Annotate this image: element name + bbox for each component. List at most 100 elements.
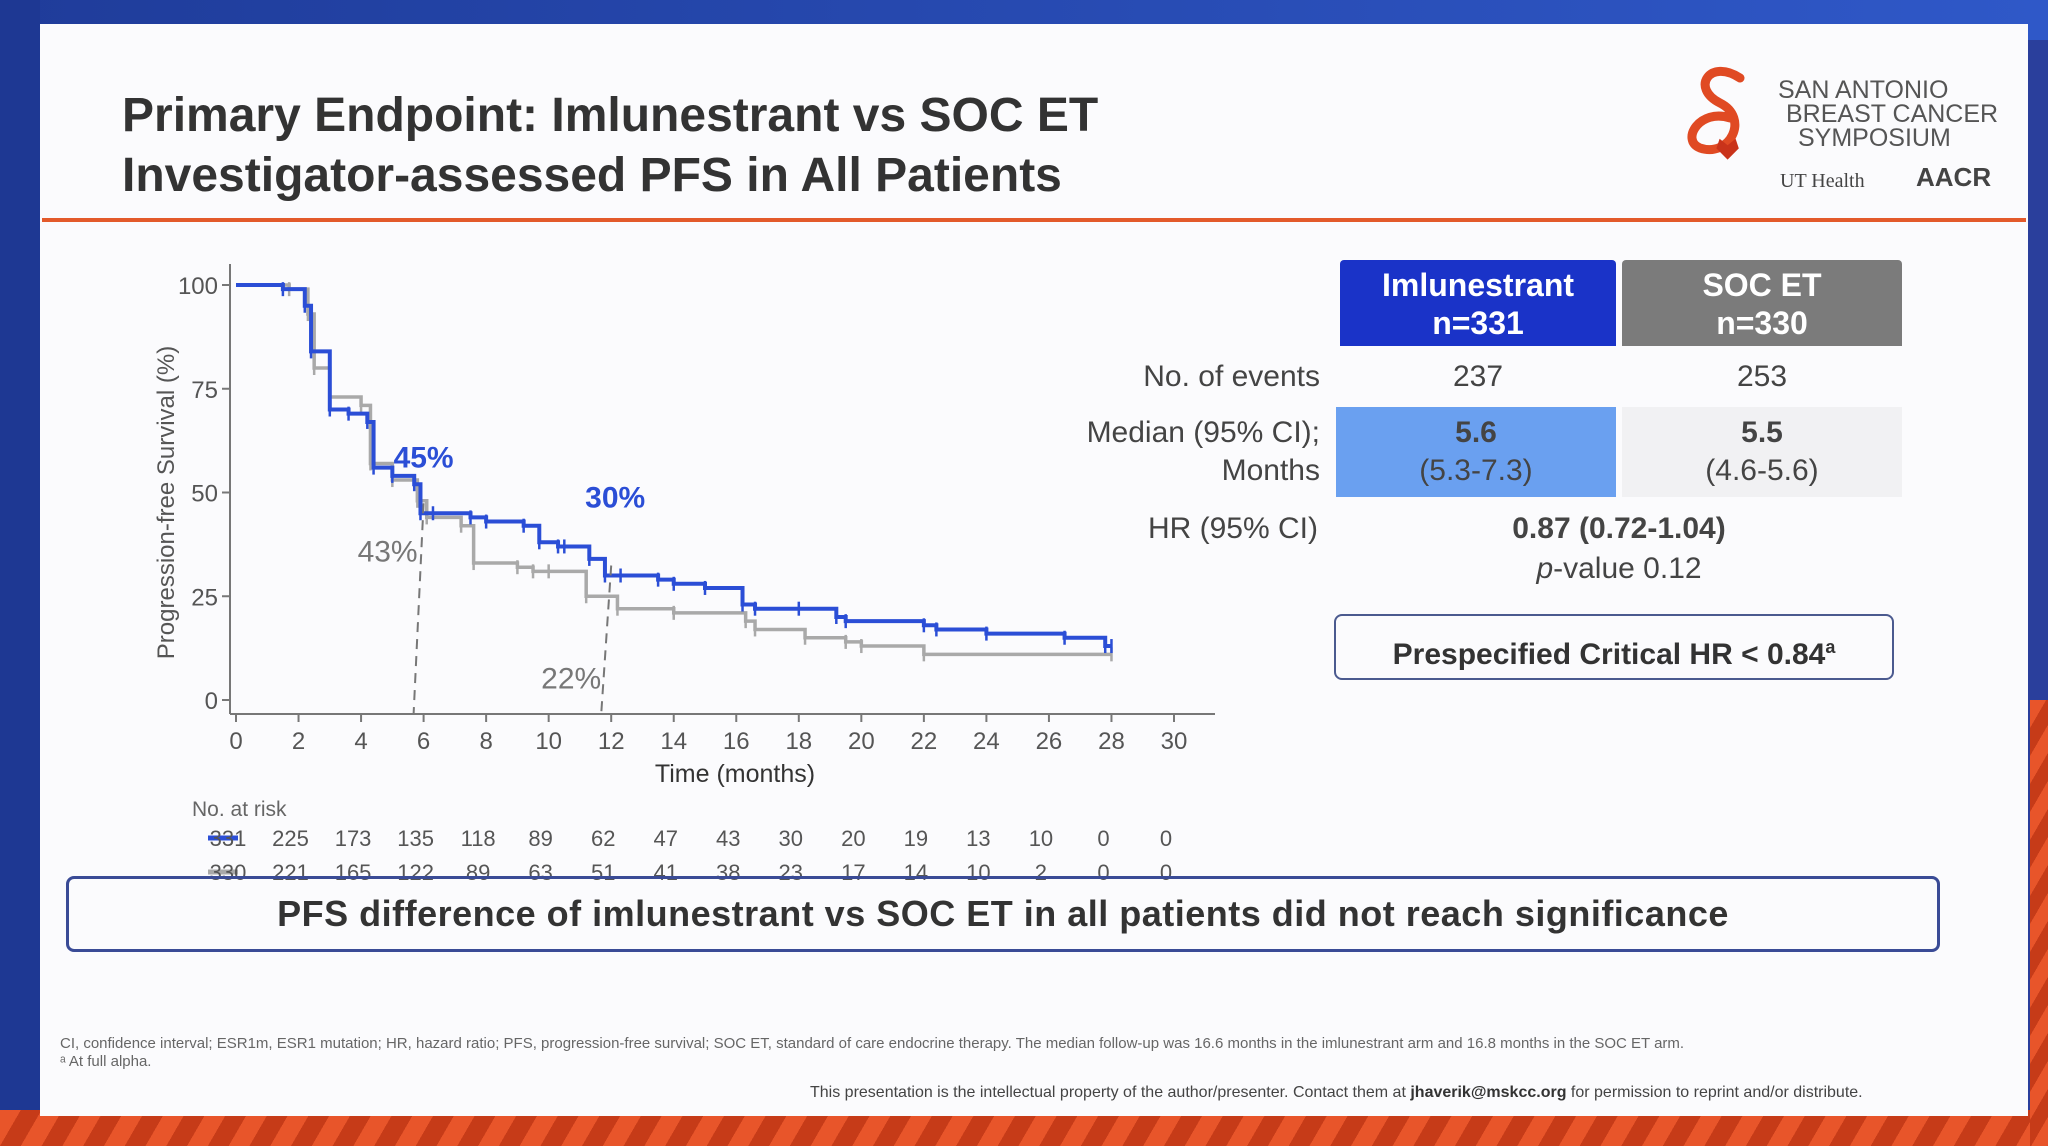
header-imlu-n: n=331 bbox=[1432, 305, 1524, 341]
ip-notice-post: for permission to reprint and/or distrib… bbox=[1566, 1084, 1863, 1101]
km-curve-imlunestrant bbox=[236, 283, 1112, 649]
landmark-label-soc_et-12mo: 22% bbox=[541, 663, 601, 696]
landmark-label-imlunestrant-12mo: 30% bbox=[585, 482, 645, 515]
events-imlu: 237 bbox=[1452, 360, 1504, 393]
median-label-1: Median (95% CI); bbox=[1086, 416, 1320, 449]
risk-count-imlunestrant: 0 bbox=[1160, 826, 1172, 851]
risk-count-soc_et: 10 bbox=[966, 860, 990, 884]
logo-text-line-2: BREAST CANCER bbox=[1786, 100, 1999, 128]
y-tick-label: 75 bbox=[191, 377, 218, 404]
x-tick-label: 6 bbox=[417, 728, 430, 755]
backdrop-bottom-stripes bbox=[0, 1110, 2048, 1146]
landmark-label-imlunestrant-6mo: 45% bbox=[394, 441, 454, 474]
y-axis-title: Progression-free Survival (%) bbox=[153, 346, 180, 659]
x-tick-label: 8 bbox=[479, 728, 492, 755]
logo-text-line-1: SAN ANTONIO bbox=[1778, 76, 1949, 104]
risk-count-soc_et: 165 bbox=[335, 860, 372, 884]
backdrop-right-stripes bbox=[2030, 700, 2048, 1146]
header-soc-n: n=330 bbox=[1716, 305, 1808, 341]
landmark-label-soc_et-6mo: 43% bbox=[358, 536, 418, 569]
x-tick-label: 26 bbox=[1036, 728, 1063, 755]
p-value-rest: -value 0.12 bbox=[1553, 552, 1702, 585]
footnote-alpha: ᵃ At full alpha. bbox=[60, 1053, 152, 1070]
y-tick-label: 50 bbox=[191, 481, 218, 508]
logo-text-line-3: SYMPOSIUM bbox=[1798, 124, 1951, 152]
title-divider bbox=[42, 218, 2026, 222]
risk-count-soc_et: 330 bbox=[210, 860, 247, 884]
risk-count-soc_et: 23 bbox=[779, 860, 803, 884]
risk-count-imlunestrant: 10 bbox=[1029, 826, 1053, 851]
median-soc-ci: (4.6-5.6) bbox=[1705, 454, 1819, 487]
critical-hr-text: Prespecified Critical HR < 0.84 bbox=[1392, 638, 1826, 671]
x-tick-label: 16 bbox=[723, 728, 750, 755]
critical-hr-box: Prespecified Critical HR < 0.84a bbox=[1334, 614, 1894, 680]
summary-table: Imlunestrant n=331 SOC ET n=330 No. of eve… bbox=[40, 24, 2028, 1116]
risk-count-imlunestrant: 19 bbox=[904, 826, 928, 851]
x-tick-label: 10 bbox=[535, 728, 562, 755]
risk-count-imlunestrant: 173 bbox=[335, 826, 372, 851]
x-tick-label: 4 bbox=[354, 728, 367, 755]
x-tick-label: 0 bbox=[229, 728, 242, 755]
median-soc-cell bbox=[1622, 407, 1902, 497]
y-tick-label: 100 bbox=[178, 273, 218, 300]
x-tick-label: 24 bbox=[973, 728, 1000, 755]
x-tick-label: 30 bbox=[1161, 728, 1188, 755]
x-tick-label: 20 bbox=[848, 728, 875, 755]
median-label-2: Months bbox=[1221, 454, 1320, 487]
risk-count-soc_et: 63 bbox=[528, 860, 552, 884]
ip-notice: This presentation is the intellectual pr… bbox=[810, 1084, 1863, 1102]
x-tick-label: 28 bbox=[1098, 728, 1125, 755]
risk-count-soc_et: 221 bbox=[272, 860, 309, 884]
risk-count-soc_et: 51 bbox=[591, 860, 615, 884]
risk-table-title: No. at risk bbox=[192, 798, 287, 821]
header-soc-et: SOC ET n=330 bbox=[1622, 260, 1902, 346]
header-soc-name: SOC ET bbox=[1702, 267, 1822, 303]
landmark-line-6mo bbox=[412, 503, 425, 715]
hr-value: 0.87 (0.72-1.04) bbox=[1512, 512, 1726, 545]
x-axis-title: Time (months) bbox=[655, 760, 815, 788]
x-tick-label: 18 bbox=[785, 728, 812, 755]
risk-count-imlunestrant: 331 bbox=[210, 826, 247, 851]
risk-count-soc_et: 89 bbox=[466, 860, 490, 884]
km-curve-soc_et bbox=[236, 283, 1112, 657]
title-line-2: Investigator-assessed PFS in All Patient… bbox=[122, 149, 1062, 202]
landmark-line-12mo bbox=[600, 565, 613, 715]
header-imlu-name: Imlunestrant bbox=[1381, 267, 1575, 303]
events-soc: 253 bbox=[1736, 360, 1788, 393]
x-tick-label: 12 bbox=[598, 728, 625, 755]
y-tick-label: 25 bbox=[191, 584, 218, 611]
risk-count-imlunestrant: 62 bbox=[591, 826, 615, 851]
aacr-logo: AACR bbox=[1916, 162, 1992, 192]
risk-count-imlunestrant: 89 bbox=[528, 826, 552, 851]
ip-notice-pre: This presentation is the intellectual pr… bbox=[810, 1084, 1411, 1101]
hr-label: HR (95% CI) bbox=[1147, 512, 1318, 545]
ut-health-logo: UT Health bbox=[1780, 170, 1865, 192]
header-imlunestrant: Imlunestrant n=331 bbox=[1340, 260, 1616, 346]
risk-table: No. at risk 331 225 173 135 118 89 62 47 43 30 20 19… bbox=[192, 798, 1172, 884]
backdrop-left bbox=[0, 0, 40, 1146]
risk-count-soc_et: 41 bbox=[653, 860, 677, 884]
footnote-abbreviations: CI, confidence interval; ESR1m, ESR1 mut… bbox=[60, 1035, 1685, 1052]
risk-count-imlunestrant: 118 bbox=[461, 826, 496, 851]
ip-email[interactable]: jhaverik@mskcc.org bbox=[1410, 1084, 1567, 1101]
title-line-1: Primary Endpoint: Imlunestrant vs SOC ET bbox=[122, 89, 1099, 142]
y-tick-label: 0 bbox=[205, 688, 218, 715]
risk-count-soc_et: 14 bbox=[904, 860, 928, 884]
slide-title: Primary Endpoint: Imlunestrant vs SOC ET… bbox=[122, 86, 1098, 206]
risk-count-imlunestrant: 43 bbox=[716, 826, 740, 851]
risk-count-imlunestrant: 225 bbox=[272, 826, 309, 851]
chart-annotations: 45% 43% 30% 22% bbox=[358, 441, 645, 715]
median-imlu-ci: (5.3-7.3) bbox=[1419, 454, 1533, 487]
median-soc: 5.5 bbox=[1741, 416, 1783, 449]
conclusion-banner: PFS difference of imlunestrant vs SOC ET… bbox=[66, 876, 1940, 952]
x-tick-label: 2 bbox=[292, 728, 305, 755]
slide: Primary Endpoint: Imlunestrant vs SOC ET… bbox=[40, 24, 2028, 1116]
risk-count-soc_et: 38 bbox=[716, 860, 740, 884]
median-imlu: 5.6 bbox=[1455, 416, 1497, 449]
sabcs-logo: SAN ANTONIO BREAST CANCER SYMPOSIUM UT H… bbox=[1670, 48, 2010, 228]
events-label: No. of events bbox=[1143, 360, 1320, 393]
critical-hr-footnote-mark: a bbox=[1825, 637, 1836, 657]
median-imlu-cell bbox=[1336, 407, 1616, 497]
